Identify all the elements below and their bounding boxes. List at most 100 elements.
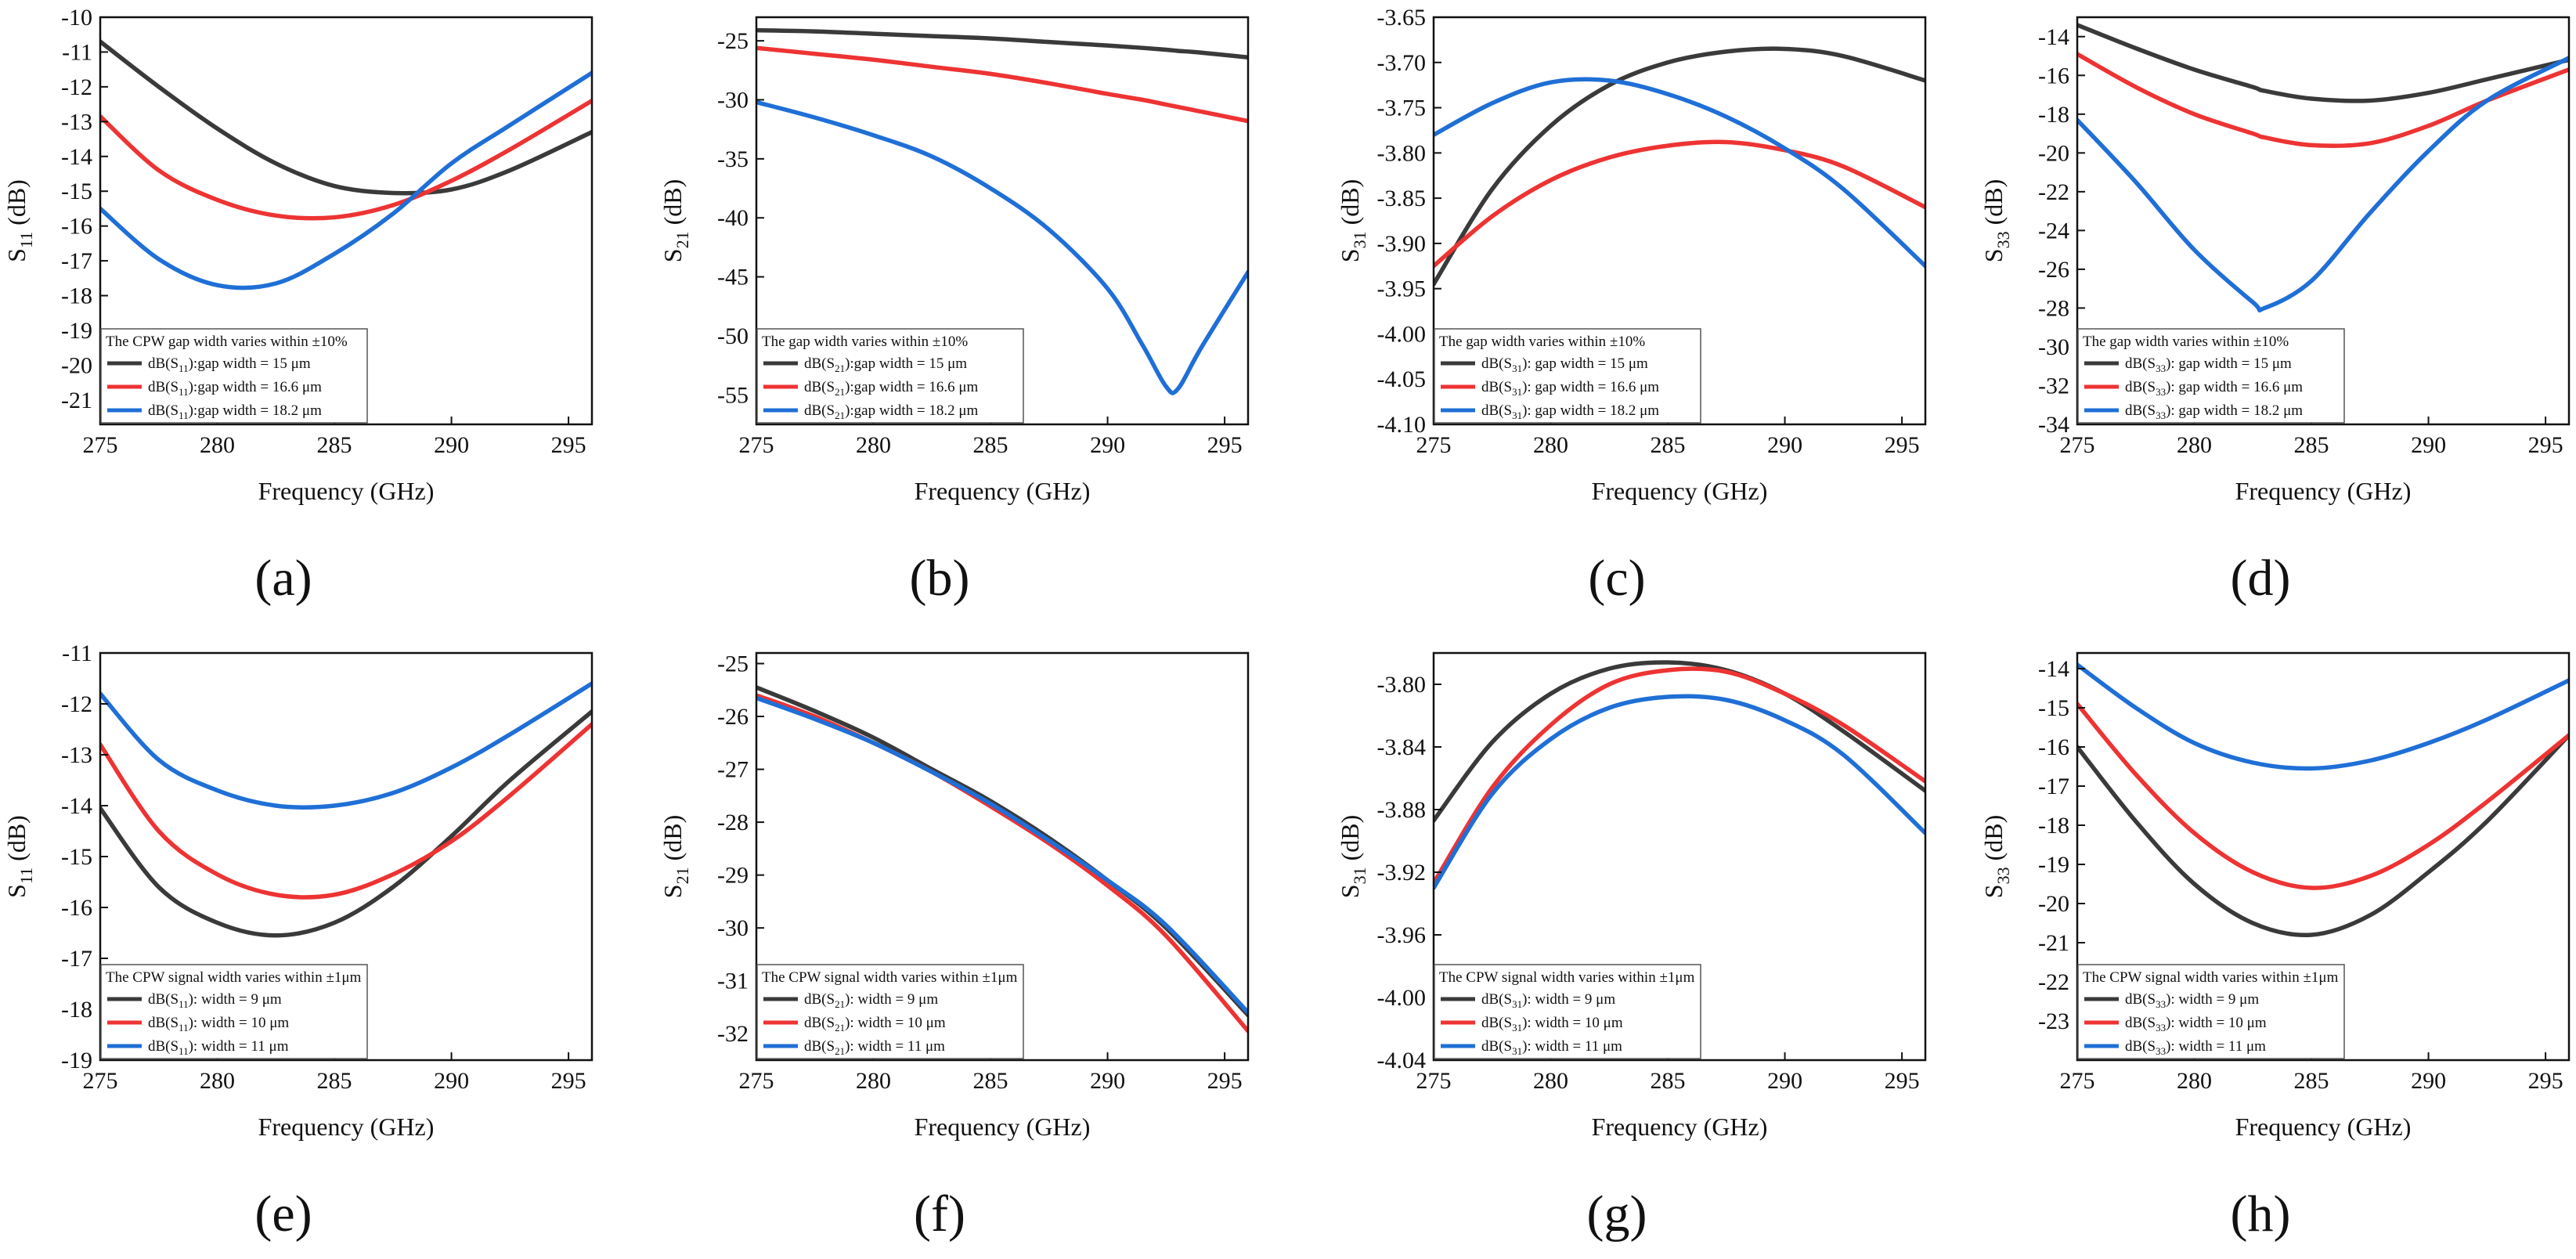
legend-entry-sub: 33 bbox=[2156, 409, 2166, 421]
y-tick-label: -3.65 bbox=[1377, 5, 1427, 31]
legend-entry-sub: 11 bbox=[179, 386, 189, 398]
x-axis-title: Frequency (GHz) bbox=[915, 477, 1091, 505]
legend-entry-pre: dB(S bbox=[148, 1015, 179, 1031]
x-tick-label: 285 bbox=[973, 1068, 1008, 1094]
y-axis-title-sub: 21 bbox=[673, 231, 692, 248]
series-line-3 bbox=[100, 70, 592, 290]
legend-entry-sub: 21 bbox=[835, 1022, 845, 1034]
y-tick-label: -29 bbox=[717, 863, 749, 889]
legend-entry-text: dB(S31): width = 9 μm bbox=[1481, 991, 1615, 1010]
legend-entry-pre: dB(S bbox=[148, 355, 179, 372]
legend-entry-post: ):gap width = 15 μm bbox=[845, 355, 967, 372]
y-tick-label: -30 bbox=[717, 915, 749, 941]
panel-label: (a) bbox=[254, 550, 312, 607]
x-tick-label: 290 bbox=[2411, 1068, 2446, 1094]
y-axis-title-base: S bbox=[658, 248, 687, 262]
y-tick-label: -19 bbox=[61, 1048, 92, 1073]
y-axis-title-sub: 21 bbox=[673, 867, 692, 884]
y-tick-label: -16 bbox=[2038, 734, 2069, 760]
legend-entry-post: ): width = 10 μm bbox=[1522, 1015, 1623, 1031]
y-tick-label: -26 bbox=[2038, 257, 2069, 283]
y-axis-title: S33 (dB) bbox=[1979, 179, 2013, 262]
legend-entry-sub: 11 bbox=[179, 998, 189, 1010]
x-tick-label: 280 bbox=[2177, 432, 2212, 458]
legend-box bbox=[756, 964, 1024, 1059]
y-tick-label: -10 bbox=[61, 5, 92, 31]
legend-entry-text: dB(S31): gap width = 16.6 μm bbox=[1481, 379, 1659, 398]
series-line-1 bbox=[100, 709, 592, 938]
x-tick-label: 280 bbox=[1533, 432, 1568, 458]
legend: The CPW gap width varies within ±10% dB(S… bbox=[100, 328, 368, 424]
x-tick-label: 275 bbox=[739, 1068, 774, 1094]
legend-entry-post: ): gap width = 18.2 μm bbox=[1522, 402, 1659, 419]
x-tick-label: 290 bbox=[2411, 432, 2446, 458]
y-tick-label: -45 bbox=[717, 265, 749, 290]
legend-entry-text: dB(S11): width = 9 μm bbox=[148, 991, 282, 1010]
legend-entry-text: dB(S21): width = 11 μm bbox=[804, 1038, 945, 1057]
legend: The gap width varies within ±10%dB(S21):… bbox=[756, 328, 1024, 424]
legend: The gap width varies within ±10%dB(S33):… bbox=[2077, 328, 2345, 424]
legend-entry-text: dB(S33): width = 9 μm bbox=[2125, 991, 2259, 1010]
legend-entry-post: ):gap width = 16.6 μm bbox=[845, 379, 978, 395]
legend-entry-sub: 31 bbox=[1512, 998, 1522, 1010]
x-tick-label: 295 bbox=[1207, 432, 1243, 458]
legend-entry-text: dB(S33): width = 11 μm bbox=[2125, 1038, 2266, 1057]
series-line-2 bbox=[1434, 139, 1925, 269]
legend-entry-pre: dB(S bbox=[804, 355, 835, 372]
plot-frame bbox=[755, 651, 1250, 1062]
panel-h: 275 280 285 290 295 -14 -15 -16 -17 -18 -19 -20 -21 -… bbox=[1979, 651, 2571, 1243]
panel-a: 275 280 285 290 295 -10 -11 -12 -13 -14 -15 -16 -17 -… bbox=[2, 5, 593, 607]
legend-entry-post: ): width = 9 μm bbox=[189, 991, 282, 1008]
plot-frame bbox=[1432, 651, 1927, 1062]
legend-entry-post: ): width = 9 μm bbox=[1522, 991, 1615, 1008]
y-tick-label: -4.04 bbox=[1377, 1048, 1427, 1073]
x-tick-label: 285 bbox=[2294, 1068, 2329, 1094]
y-axis-title-unit: (dB) bbox=[1979, 179, 2008, 232]
y-axis-title: S11 (dB) bbox=[2, 815, 36, 898]
y-tick-label: -13 bbox=[61, 742, 92, 768]
legend-entry-sub: 33 bbox=[2156, 1045, 2166, 1057]
x-tick-label: 295 bbox=[2528, 432, 2563, 458]
series-line-3 bbox=[756, 99, 1248, 395]
series-lines bbox=[1434, 46, 1925, 287]
series-lines bbox=[2077, 23, 2569, 313]
y-tick-label: -3.88 bbox=[1377, 797, 1427, 823]
legend-title: The CPW gap width varies within ±10% bbox=[106, 334, 348, 350]
y-tick-label: -50 bbox=[717, 323, 749, 349]
legend-entry-pre: dB(S bbox=[148, 991, 179, 1008]
y-tick-label: -22 bbox=[2038, 969, 2069, 995]
legend-entry-post: ): width = 11 μm bbox=[845, 1038, 945, 1055]
y-tick-label: -21 bbox=[61, 388, 92, 413]
legend-entry-pre: dB(S bbox=[2125, 355, 2156, 372]
y-axis-title-unit: (dB) bbox=[2, 815, 31, 868]
panel-b: 275 280 285 290 295 -25 -30 -35 -40 -45 -50 -55 Freq… bbox=[658, 16, 1250, 607]
legend-entry-post: ): width = 11 μm bbox=[2166, 1038, 2266, 1055]
y-tick-label: -26 bbox=[717, 704, 749, 730]
y-tick-label: -15 bbox=[61, 179, 92, 204]
legend-entry-pre: dB(S bbox=[1481, 402, 1512, 419]
x-tick-label: 285 bbox=[317, 432, 352, 458]
x-tick-label: 290 bbox=[1090, 1068, 1125, 1094]
panel-label: (e) bbox=[254, 1185, 312, 1243]
legend-entry-sub: 33 bbox=[2156, 363, 2166, 374]
x-tick-label: 275 bbox=[1416, 432, 1452, 458]
panel-label: (b) bbox=[910, 550, 970, 607]
series-line-3 bbox=[100, 681, 592, 810]
panel-label: (g) bbox=[1587, 1185, 1647, 1243]
x-tick-label: 290 bbox=[1767, 432, 1802, 458]
legend-entry-post: ): gap width = 15 μm bbox=[1522, 355, 1648, 372]
legend: The CPW signal width varies within ±1μm d… bbox=[1434, 964, 1701, 1059]
legend-entry-sub: 33 bbox=[2156, 386, 2166, 398]
y-tick-label: -28 bbox=[2038, 295, 2069, 321]
series-lines bbox=[756, 27, 1248, 395]
legend-entry-sub: 11 bbox=[179, 1022, 189, 1034]
legend-entry-text: dB(S21): width = 10 μm bbox=[804, 1015, 946, 1034]
y-tick-label: -27 bbox=[717, 757, 749, 783]
y-axis-title-base: S bbox=[658, 884, 687, 898]
panel-e: 275 280 285 290 295 -11 -12 -13 -14 -15 -16 -17 -18 -… bbox=[2, 640, 593, 1243]
legend-entry-sub: 33 bbox=[2156, 998, 2166, 1010]
x-tick-label: 275 bbox=[83, 1068, 118, 1094]
x-tick-label: 275 bbox=[83, 432, 118, 458]
plot-frame bbox=[1432, 16, 1927, 426]
x-axis-title: Frequency (GHz) bbox=[2235, 1113, 2412, 1141]
